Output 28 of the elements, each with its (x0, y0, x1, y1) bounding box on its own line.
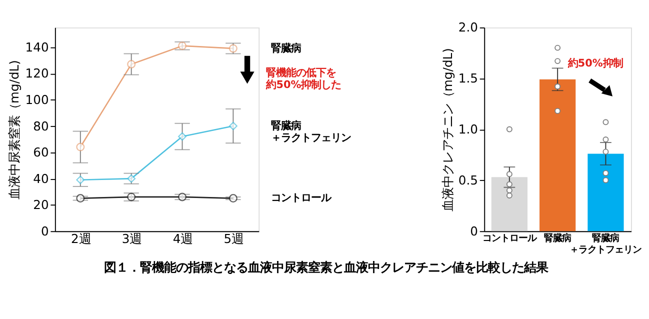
y-tick-label: 0.5 (458, 173, 478, 188)
y-tick-label: 2.0 (458, 20, 478, 35)
text: コントロール (271, 192, 332, 204)
x-tick-label: 2週 (70, 232, 91, 246)
x-tick-label: 腎臓病 (544, 233, 572, 244)
annotation: 約50%抑制 (566, 57, 623, 70)
y-tick-label: 60 (33, 146, 49, 160)
y-tick-label: 140 (25, 40, 49, 54)
y-axis-title: 血液中クレアチニン（mg/dL) (440, 48, 455, 212)
y-tick-label: 120 (25, 66, 49, 81)
y-tick-label: 0 (470, 224, 478, 238)
y-tick-label: 80 (33, 119, 49, 134)
text: 腎機能の低下を約50%抑制した (265, 66, 342, 92)
text: 腎臓病＋ラクトフェリン (271, 120, 352, 144)
caption: 図１．腎機能の指標となる血液中尿素窒素と血液中クレアチニン値を比較した結果 (104, 260, 549, 274)
y-tick-label: 20 (33, 198, 49, 212)
y-tick-label: 1.0 (458, 122, 478, 137)
y-tick-label: 0 (40, 224, 49, 238)
y-axis-title: 血液中尿素窒素（mg/dL) (8, 60, 22, 200)
y-tick-label: 1.5 (458, 72, 478, 86)
x-tick-label: 4週 (172, 232, 193, 246)
y-tick-label: 100 (25, 92, 49, 107)
y-tick-label: 40 (33, 172, 49, 186)
x-tick-label: 3週 (122, 232, 142, 246)
text: 腎臓病 (271, 42, 302, 54)
x-tick-label: 5週 (224, 232, 244, 246)
x-tick-label: コントロール (482, 233, 538, 244)
x-tick-label: 腎臓病＋ラクトフェリン (570, 233, 642, 256)
